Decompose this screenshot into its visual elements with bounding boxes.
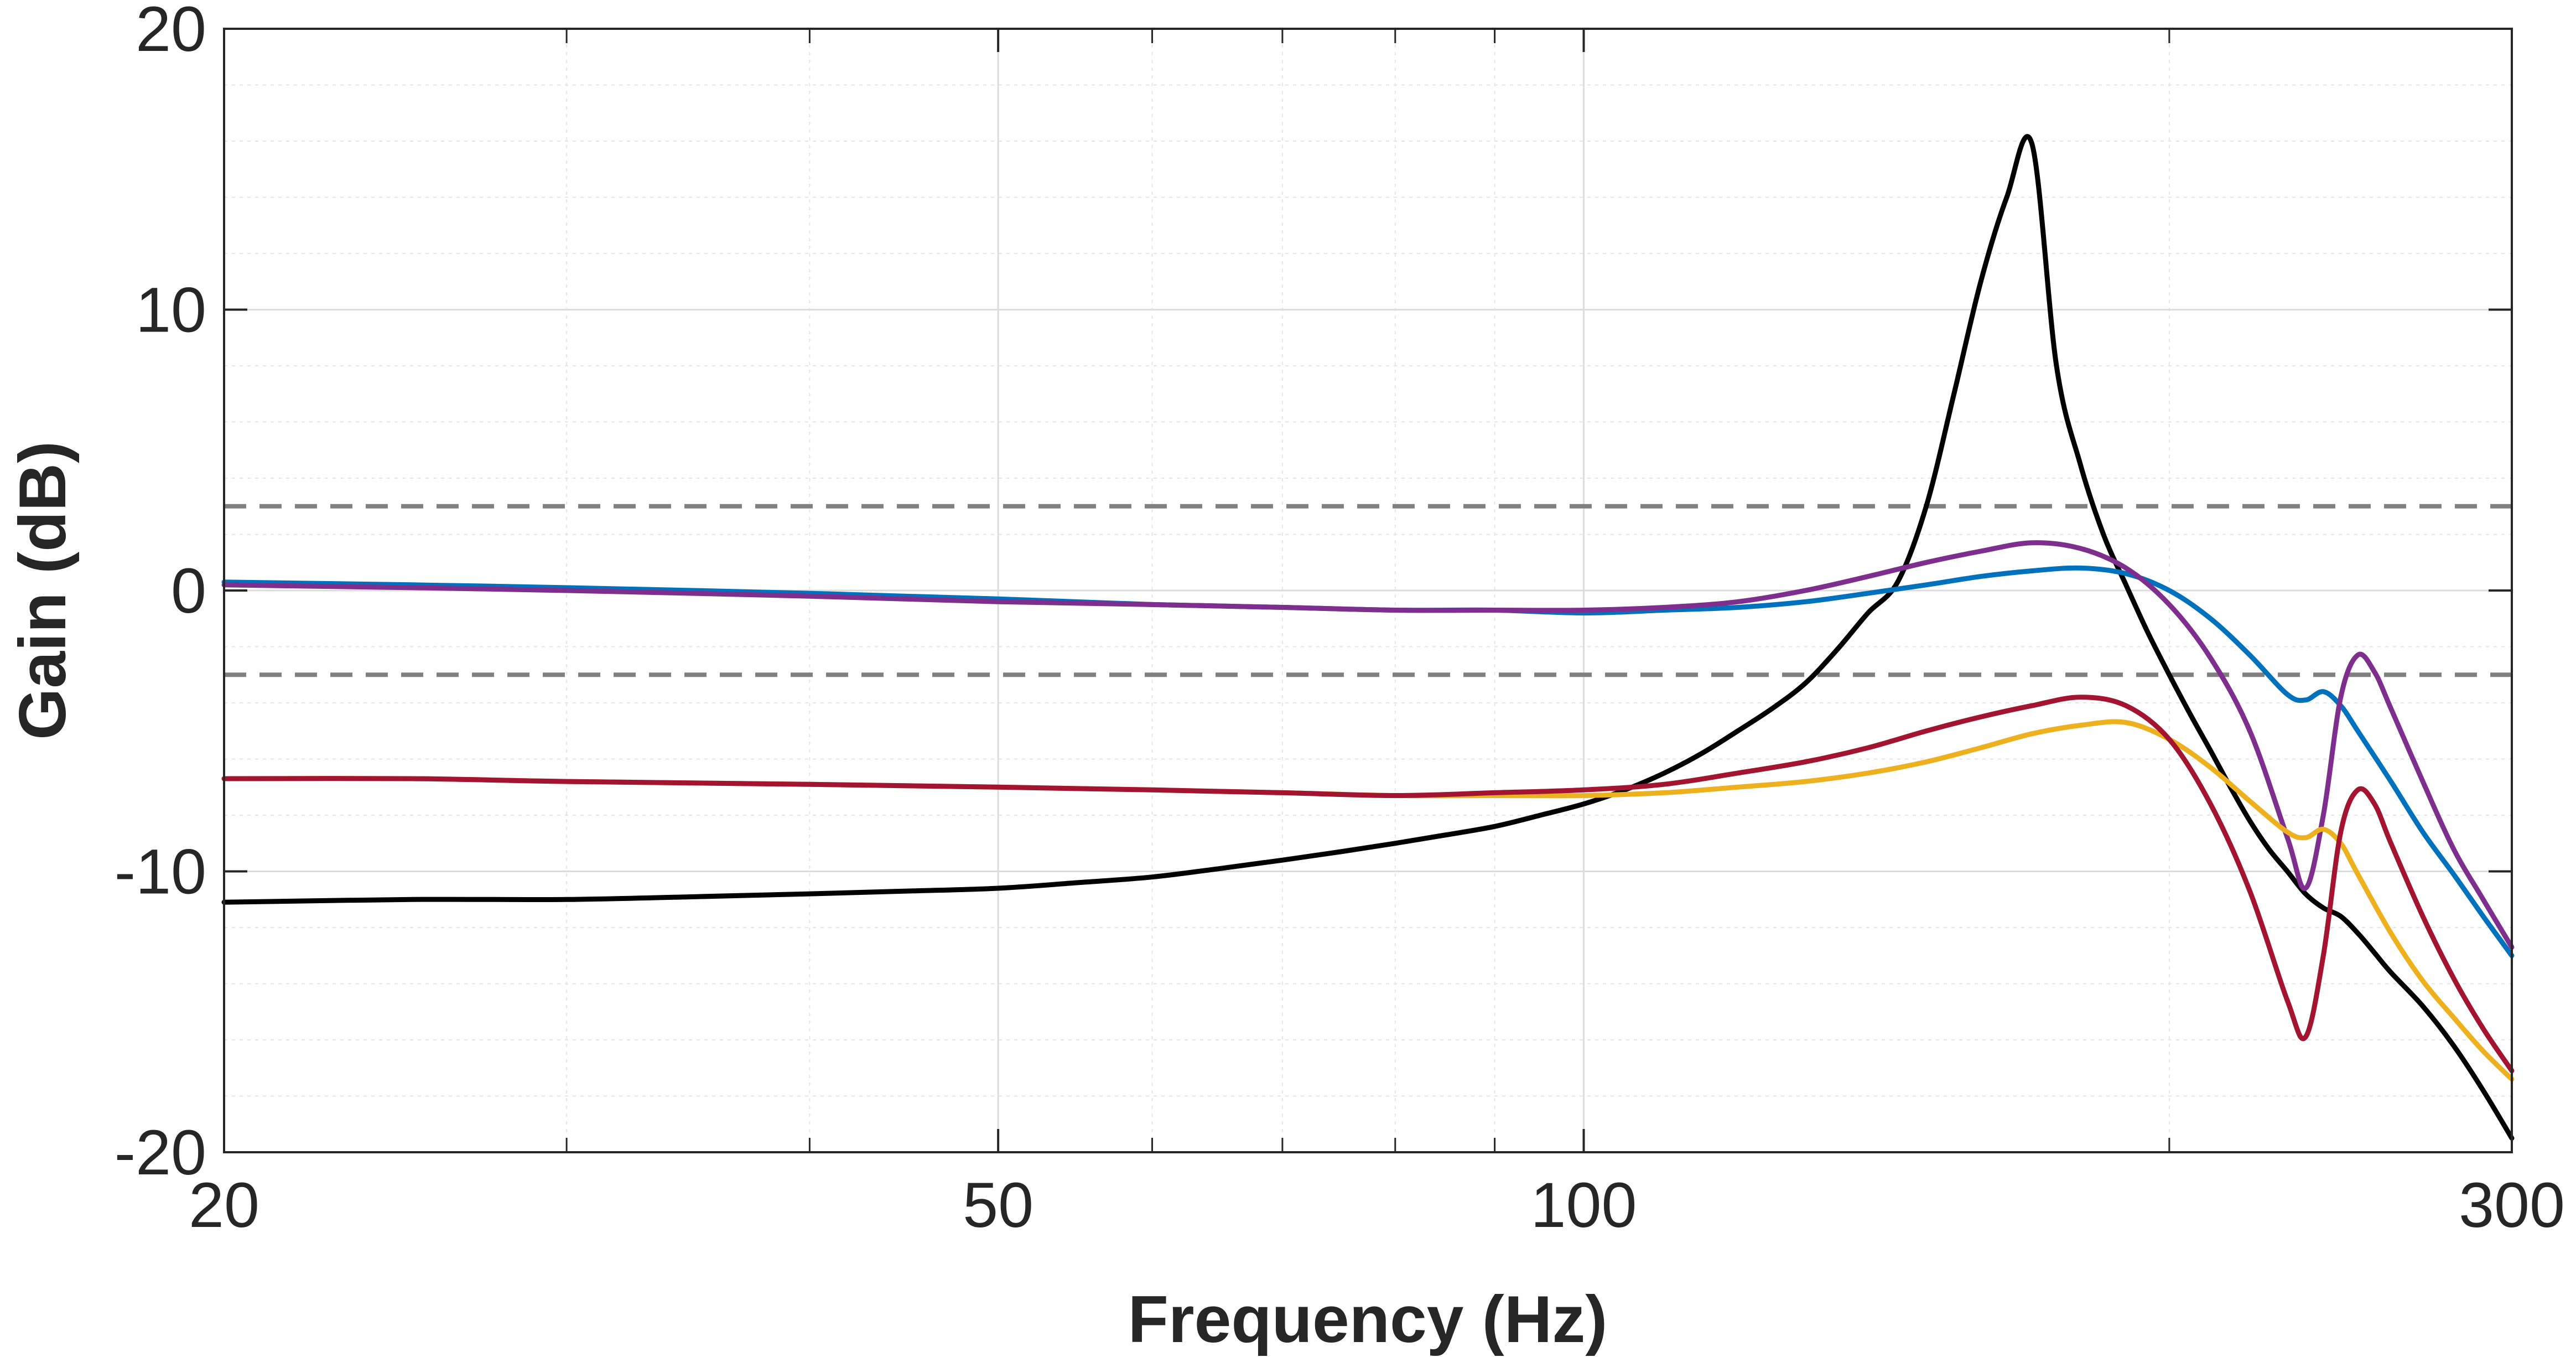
x-tick-label: 100 [1531,1170,1637,1241]
x-tick-label: 300 [2459,1170,2565,1241]
series-line [221,695,2515,1074]
x-tick-labels: 20 50 100 300 [189,1170,2565,1241]
series-lines [221,134,2515,1141]
y-tick-labels: -20 -10 0 10 20 [115,0,206,1188]
reference-lines [224,504,2512,677]
y-tick-label: -20 [115,1117,206,1188]
y-tick-label: 20 [136,0,206,65]
x-tick-label: 20 [189,1170,259,1241]
y-axis-title: Gain (dB) [6,441,80,740]
x-axis-title: Frequency (Hz) [1128,1282,1608,1356]
y-tick-label: -10 [115,837,206,908]
y-tick-label: 10 [136,275,206,346]
x-tick-label: 50 [963,1170,1033,1241]
series-line [221,540,2515,950]
axis-ticks [223,28,2513,1153]
y-tick-label: 0 [171,556,206,626]
